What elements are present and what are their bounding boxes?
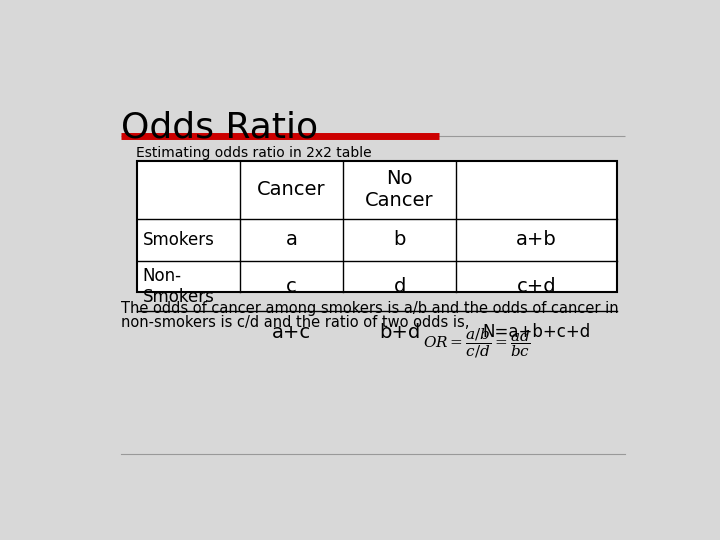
Text: Odds Ratio: Odds Ratio [121, 111, 318, 145]
Text: a+b: a+b [516, 231, 557, 249]
Text: a+c: a+c [272, 323, 311, 342]
Text: Non-
Smokers: Non- Smokers [143, 267, 215, 306]
Text: N=a+b+c+d: N=a+b+c+d [482, 323, 590, 341]
Text: $OR = \dfrac{a/b}{c/d} = \dfrac{ad}{bc}$: $OR = \dfrac{a/b}{c/d} = \dfrac{ad}{bc}$ [423, 327, 531, 360]
Text: b+d: b+d [379, 323, 420, 342]
Text: c: c [286, 276, 297, 296]
Text: The odds of cancer among smokers is a/b and the odds of cancer in: The odds of cancer among smokers is a/b … [121, 301, 618, 316]
Text: d: d [393, 276, 406, 296]
Text: c+d: c+d [517, 276, 557, 296]
Text: Estimating odds ratio in 2x2 table: Estimating odds ratio in 2x2 table [137, 146, 372, 160]
Bar [137, 161, 617, 292]
Text: No
Cancer: No Cancer [365, 170, 434, 211]
Text: Smokers: Smokers [143, 231, 215, 249]
Text: Cancer: Cancer [257, 180, 325, 199]
Text: b: b [393, 231, 406, 249]
Text: non-smokers is c/d and the ratio of two odds is,: non-smokers is c/d and the ratio of two … [121, 315, 469, 330]
Text: a: a [286, 231, 297, 249]
